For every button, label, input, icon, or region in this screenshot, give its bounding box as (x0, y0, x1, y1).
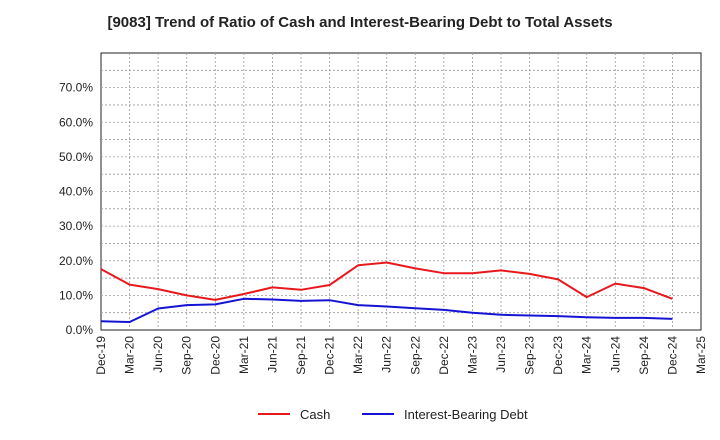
x-tick-label: Mar-23 (465, 336, 479, 374)
y-tick-label: 20.0% (59, 254, 93, 268)
x-tick-label: Dec-20 (208, 336, 222, 375)
grid-lines (101, 53, 701, 330)
legend: Cash Interest-Bearing Debt (258, 407, 528, 422)
y-axis: 0.0% 10.0% 20.0% 30.0% 40.0% 50.0% 60.0% 70.0% (59, 81, 93, 337)
y-tick-label: 40.0% (59, 185, 93, 199)
y-tick-label: 70.0% (59, 81, 93, 95)
x-tick-label: Mar-21 (237, 336, 251, 374)
legend-label: Interest-Bearing Debt (404, 407, 528, 422)
y-tick-label: 50.0% (59, 150, 93, 164)
x-tick-label: Mar-20 (123, 336, 137, 374)
x-tick-label: Sep-21 (294, 336, 308, 375)
x-tick-label: Sep-20 (180, 336, 194, 375)
x-tick-label: Jun-24 (608, 336, 622, 373)
x-tick-label: Sep-24 (637, 336, 651, 375)
x-tick-label: Jun-22 (380, 336, 394, 373)
x-tick-label: Mar-22 (351, 336, 365, 374)
series-line-interest-bearing-debt (100, 297, 673, 323)
x-axis: Dec-19 Mar-20 Jun-20 Sep-20 Dec-20 Mar-21 Jun-… (94, 336, 708, 375)
legend-label: Cash (300, 407, 330, 422)
series-line-cash (100, 261, 673, 301)
y-tick-label: 10.0% (59, 288, 93, 302)
x-tick-label: Dec-23 (551, 336, 565, 375)
x-tick-label: Dec-24 (665, 336, 679, 375)
x-tick-label: Jun-23 (494, 336, 508, 373)
y-tick-label: 0.0% (66, 323, 94, 337)
y-tick-label: 30.0% (59, 219, 93, 233)
x-tick-label: Sep-23 (523, 336, 537, 375)
x-tick-label: Dec-21 (323, 336, 337, 375)
y-tick-label: 60.0% (59, 115, 93, 129)
x-tick-label: Jun-21 (265, 336, 279, 373)
x-tick-label: Jun-20 (151, 336, 165, 373)
chart-title: [9083] Trend of Ratio of Cash and Intere… (107, 14, 613, 31)
series-lines (100, 261, 673, 323)
x-tick-label: Mar-24 (580, 336, 594, 374)
x-tick-label: Sep-22 (408, 336, 422, 375)
x-tick-label: Mar-25 (694, 336, 708, 374)
x-tick-label: Dec-22 (437, 336, 451, 375)
x-tick-label: Dec-19 (94, 336, 108, 375)
